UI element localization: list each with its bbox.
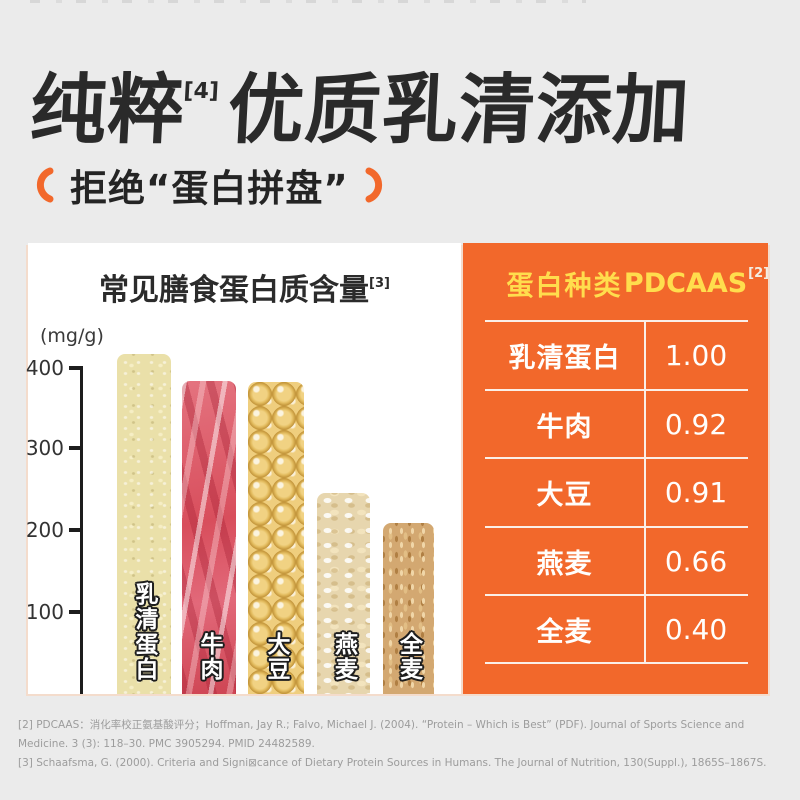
table-header-footnote-ref: [2] <box>748 265 770 281</box>
bar-label-soybean: 大豆 <box>263 632 289 682</box>
table-row: 燕麦 0.66 <box>485 528 748 594</box>
y-axis-line <box>80 366 83 694</box>
pdcaas-table: 蛋白种类 PDCAAS [2] 乳清蛋白 1.00 牛肉 0.92 大豆 0.91… <box>463 243 770 694</box>
row-value-wheat: 0.40 <box>664 612 728 646</box>
y-tick-label-300: 300 <box>25 436 64 460</box>
table-row: 乳清蛋白 1.00 <box>485 322 748 388</box>
table-header-row: 蛋白种类 PDCAAS [2] <box>485 261 770 305</box>
right-quote-arc-icon <box>365 167 382 203</box>
footnotes: [2] PDCAAS：消化率校正氨基酸评分；Hoffman, Jay R.; F… <box>18 716 784 773</box>
y-tick-label-100: 100 <box>25 600 64 624</box>
bar-whey-protein: 乳清蛋白 <box>117 354 171 694</box>
left-quote-arc-icon <box>36 167 54 203</box>
table-divider <box>485 594 748 596</box>
bar-label-oat: 燕麦 <box>330 632 357 682</box>
row-label-oat: 燕麦 <box>536 548 593 580</box>
footnote-2: [2] PDCAAS：消化率校正氨基酸评分；Hoffman, Jay R.; F… <box>18 719 745 750</box>
table-divider <box>485 457 748 459</box>
page-title: 纯粹[4]优质乳清添加 <box>28 48 774 158</box>
row-label-wheat: 全麦 <box>536 616 593 648</box>
y-axis-unit-label: (mg/g) <box>40 325 104 347</box>
subtitle-text: 拒绝“蛋白拼盘” <box>70 167 349 210</box>
row-label-whey: 乳清蛋白 <box>508 342 621 374</box>
chart-title: 常见膳食蛋白质含量[3] <box>28 265 461 309</box>
bar-whole-wheat: 全麦 <box>383 523 434 694</box>
table-divider <box>485 662 748 664</box>
row-value-beef: 0.92 <box>664 407 728 441</box>
bar-label-beef: 牛肉 <box>196 632 222 682</box>
table-row: 牛肉 0.92 <box>485 391 748 457</box>
bar-label-whole-wheat: 全麦 <box>395 632 422 682</box>
bar-beef: 牛肉 <box>182 381 236 694</box>
page-title-footnote-ref: [4] <box>182 79 220 104</box>
row-label-soy: 大豆 <box>536 479 593 511</box>
y-tick-400 <box>69 366 80 370</box>
y-tick-label-400: 400 <box>25 356 64 380</box>
table-divider <box>485 389 748 391</box>
chart-title-text: 常见膳食蛋白质含量 <box>99 273 370 308</box>
table-header-pdcaas-text: PDCAAS <box>623 267 748 299</box>
table-divider <box>485 526 748 528</box>
row-value-oat: 0.66 <box>664 544 728 578</box>
y-tick-300 <box>69 446 80 450</box>
row-label-beef: 牛肉 <box>536 411 593 443</box>
table-divider <box>485 320 748 322</box>
table-header-protein-type: 蛋白种类 <box>506 270 623 302</box>
page-title-rest: 优质乳清添加 <box>225 65 693 154</box>
table-row: 大豆 0.91 <box>485 459 748 525</box>
table-header-pdcaas: PDCAAS [2] <box>624 261 769 305</box>
bar-soybean: 大豆 <box>248 382 304 694</box>
bar-oat: 燕麦 <box>317 493 370 694</box>
page-title-main: 纯粹 <box>28 65 187 154</box>
protein-content-chart: 常见膳食蛋白质含量[3] (mg/g) 400 300 200 100 乳清蛋白… <box>26 243 461 694</box>
y-tick-200 <box>69 528 80 532</box>
table-row: 全麦 0.40 <box>485 596 748 662</box>
bar-label-whey-protein: 乳清蛋白 <box>131 582 157 682</box>
table-column-divider <box>644 320 646 664</box>
row-value-soy: 0.91 <box>664 475 728 509</box>
cropped-text-remnant <box>30 0 586 3</box>
footnote-3: [3] Schaafsma, G. (2000). Criteria and S… <box>18 757 767 769</box>
row-value-whey: 1.00 <box>664 338 728 372</box>
y-tick-label-200: 200 <box>25 518 64 542</box>
subtitle-row: 拒绝“蛋白拼盘” <box>30 158 389 212</box>
chart-title-footnote-ref: [3] <box>369 276 390 291</box>
y-tick-100 <box>69 610 80 614</box>
